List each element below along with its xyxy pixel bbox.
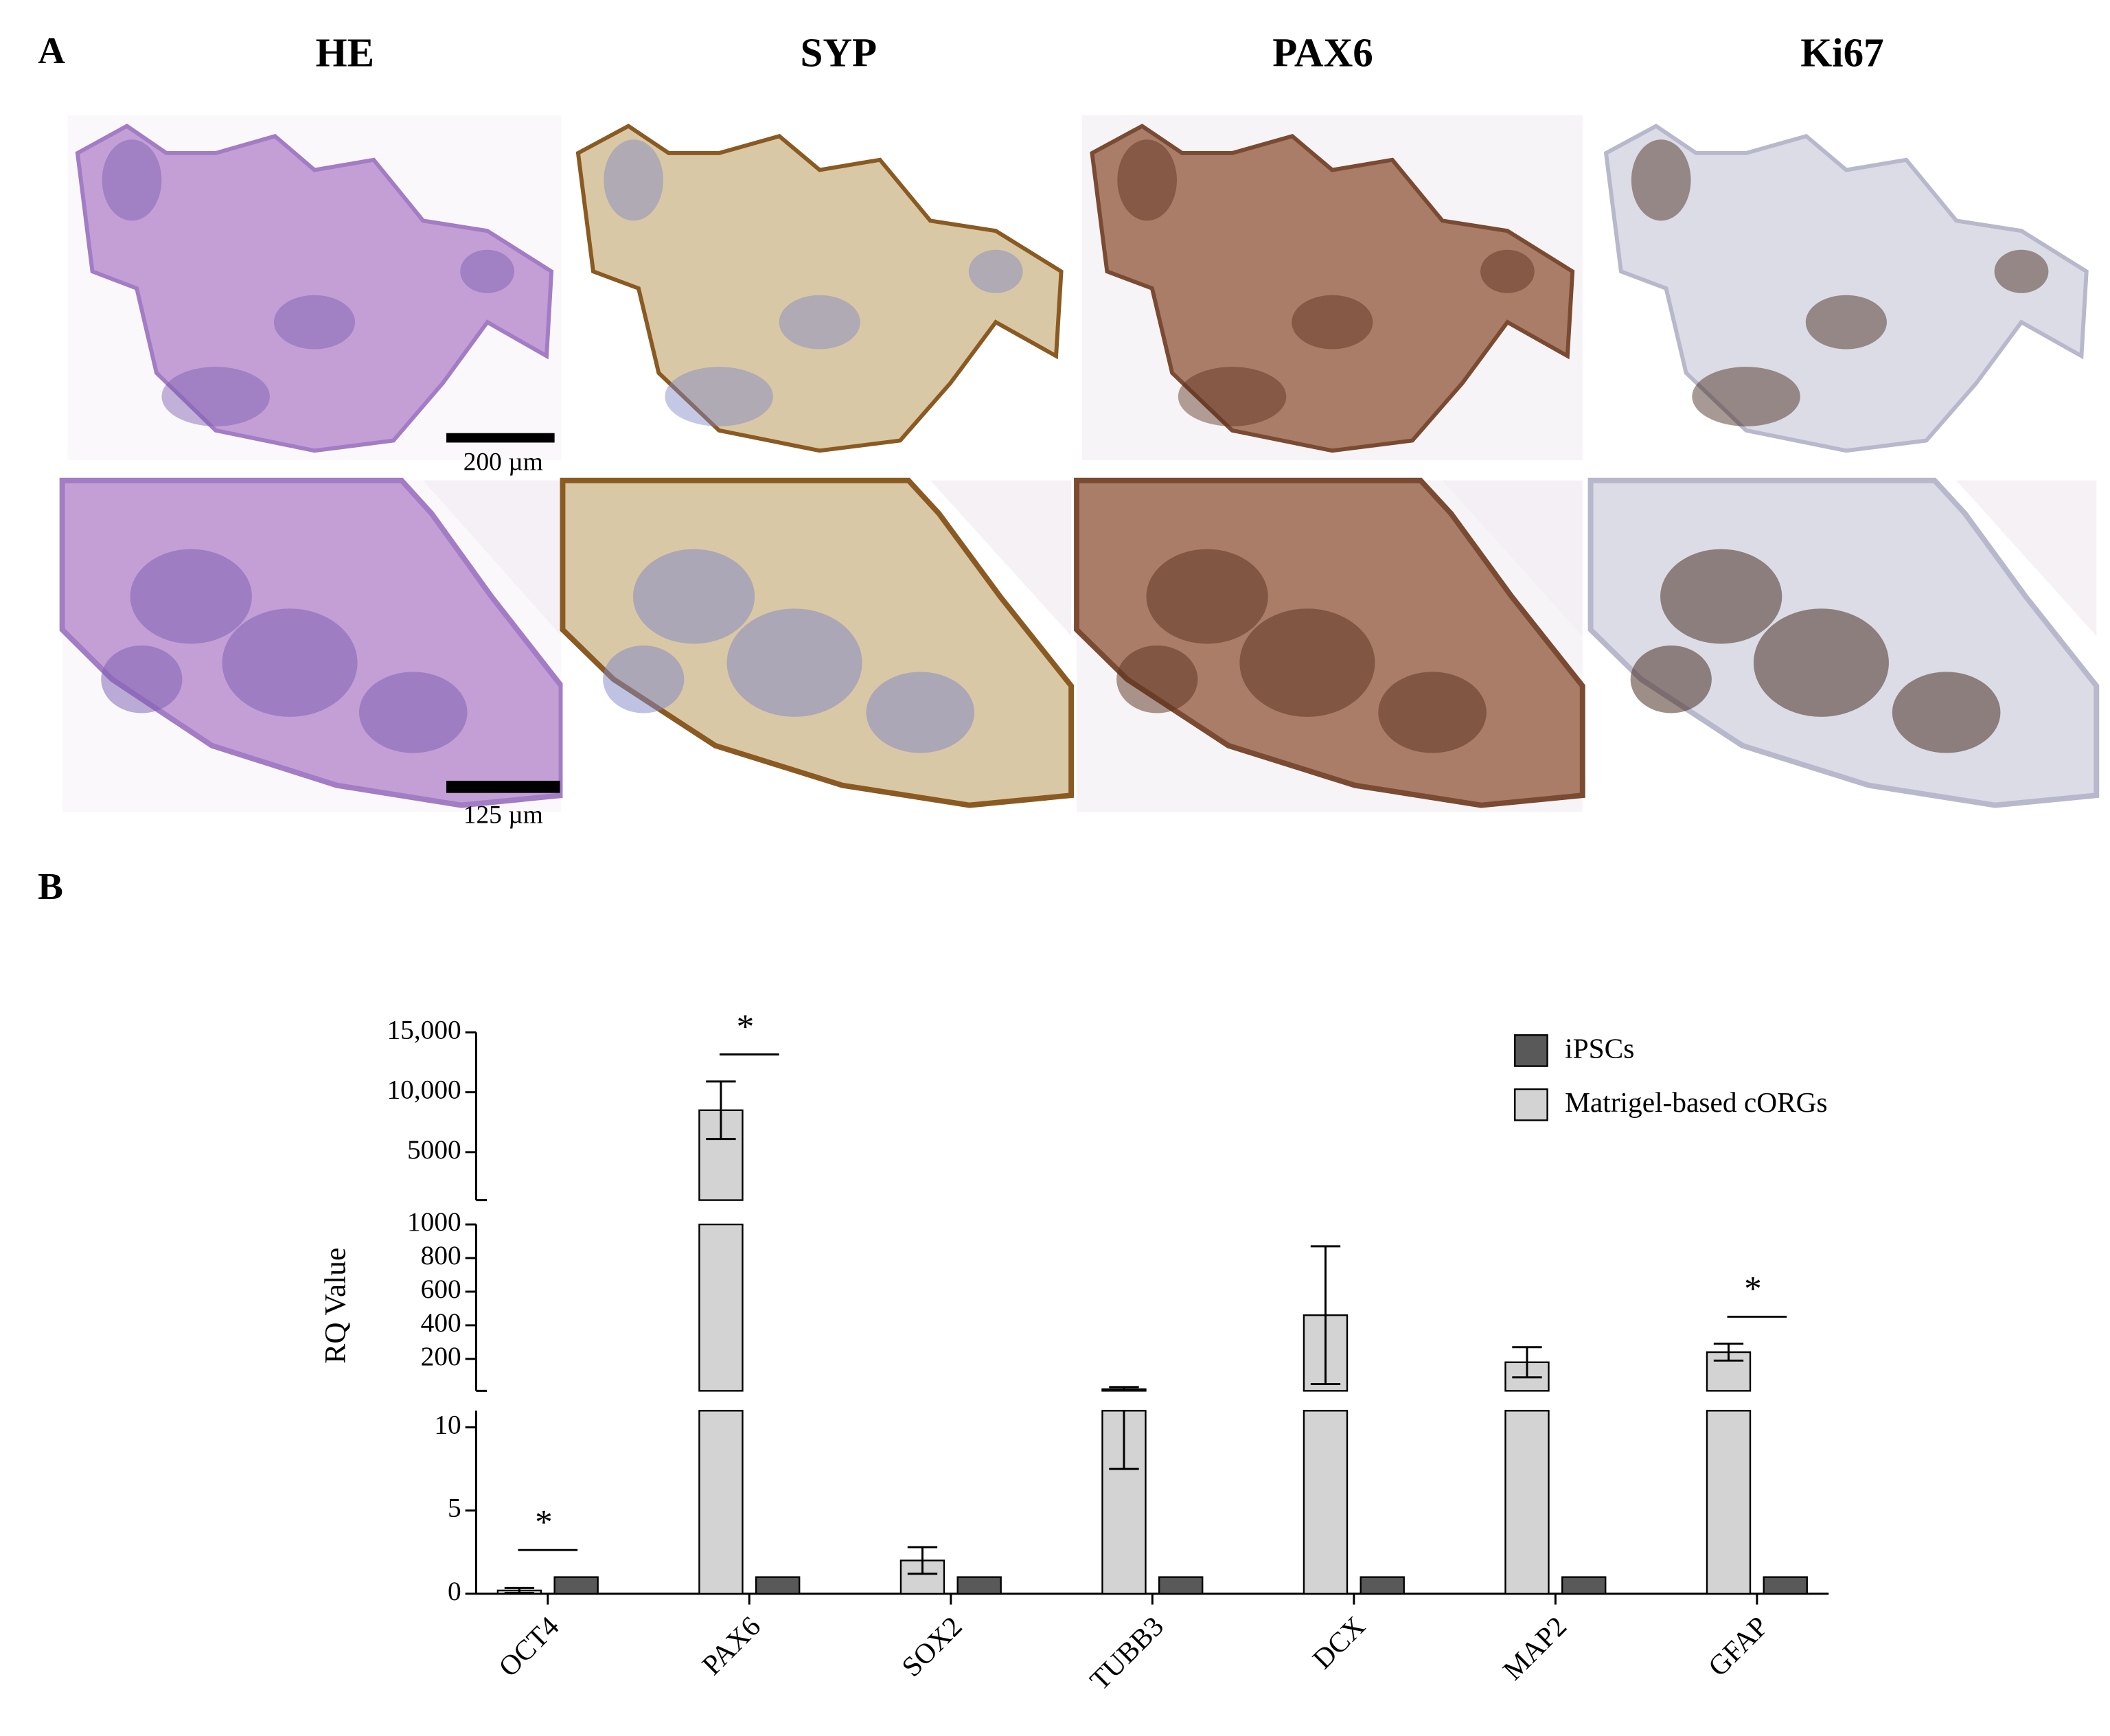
- tissue-region: [1660, 549, 1782, 644]
- y-tick-label: 800: [421, 1240, 461, 1270]
- tissue-region: [1805, 295, 1887, 350]
- significance-marker: *: [1744, 1270, 1762, 1309]
- tissue-region: [1480, 249, 1535, 293]
- tissue-region: [1753, 608, 1889, 717]
- tissue-region: [222, 608, 358, 717]
- tissue-region: [1378, 672, 1487, 753]
- bar: [1706, 1410, 1752, 1595]
- bar: [1303, 1410, 1349, 1595]
- tissue-region: [1178, 367, 1287, 426]
- significance-marker: *: [535, 1503, 553, 1542]
- scale-bar: [446, 780, 560, 793]
- column-title: HE: [316, 30, 374, 76]
- tissue-region: [359, 672, 468, 753]
- tissue-section: [575, 124, 1064, 453]
- y-tick-label: 5000: [407, 1134, 461, 1165]
- tissue-region: [665, 367, 773, 426]
- legend-label: iPSCs: [1565, 1032, 1634, 1064]
- y-tick-label: 0: [448, 1576, 461, 1606]
- tissue-region: [779, 295, 860, 350]
- tissue-region: [1892, 672, 2001, 753]
- bar: [1504, 1410, 1550, 1595]
- y-tick-label: 200: [421, 1341, 461, 1371]
- y-tick-label: 400: [421, 1307, 461, 1338]
- bar: [1561, 1576, 1607, 1595]
- y-tick-label: 600: [421, 1274, 461, 1304]
- tissue-region: [1292, 295, 1373, 350]
- panel-label: B: [38, 865, 63, 907]
- legend-swatch: [1514, 1088, 1548, 1121]
- x-tick-label: PAX6: [696, 1610, 766, 1681]
- tissue-section: [1603, 124, 2089, 453]
- tissue-region: [1630, 645, 1712, 713]
- tissue-region: [460, 249, 515, 293]
- tissue-section: [75, 124, 554, 453]
- y-axis-label: RQ Value: [319, 1248, 352, 1364]
- scale-bar: [446, 433, 555, 443]
- tissue-region: [102, 139, 162, 221]
- tissue-region: [130, 549, 252, 644]
- tissue-region: [1692, 367, 1800, 426]
- y-tick-label: 10: [434, 1410, 461, 1440]
- y-tick-label: 10,000: [387, 1075, 461, 1105]
- column-title: Ki67: [1800, 30, 1883, 76]
- legend-swatch: [1514, 1034, 1548, 1067]
- bar: [956, 1576, 1002, 1595]
- tissue-region: [101, 645, 183, 713]
- significance-marker: *: [737, 1007, 755, 1047]
- bar: [1360, 1576, 1405, 1595]
- bar: [755, 1576, 801, 1595]
- bar: [698, 1410, 744, 1595]
- tissue-region: [604, 139, 663, 221]
- tissue-region: [1631, 139, 1691, 221]
- micrographs: [59, 115, 2100, 812]
- tissue-region: [273, 295, 356, 350]
- stroma: [930, 480, 1072, 637]
- panel-label: A: [38, 30, 65, 71]
- tissue-region: [603, 645, 685, 713]
- legend-label: Matrigel-based cORGs: [1565, 1086, 1827, 1118]
- tissue-section: [1090, 124, 1575, 453]
- x-tick-label: DCX: [1306, 1610, 1371, 1675]
- column-title: PAX6: [1272, 30, 1373, 76]
- tissue-region: [1116, 645, 1198, 713]
- tissue-region: [161, 367, 270, 426]
- column-title: SYP: [801, 30, 878, 76]
- bar: [1158, 1576, 1204, 1595]
- tissue-region: [968, 249, 1023, 293]
- tissue-region: [866, 672, 975, 753]
- y-tick-label: 1000: [407, 1207, 461, 1237]
- scale-bar-label: 125 µm: [463, 801, 543, 830]
- y-tick-label: 5: [448, 1493, 461, 1523]
- x-tick-label: SOX2: [895, 1610, 968, 1683]
- tissue-region: [1146, 549, 1268, 644]
- x-tick-label: MAP2: [1497, 1610, 1573, 1687]
- y-tick-label: 15,000: [387, 1014, 461, 1044]
- tissue-region: [1994, 249, 2049, 293]
- tissue-region: [632, 549, 755, 644]
- x-tick-label: OCT4: [492, 1610, 565, 1682]
- tissue-region: [1117, 139, 1177, 221]
- tissue-region: [726, 608, 862, 717]
- bar: [553, 1576, 599, 1595]
- scale-bar-label: 200 µm: [463, 448, 543, 477]
- tissue-region: [1239, 608, 1375, 717]
- x-tick-label: GFAP: [1702, 1610, 1774, 1682]
- bar: [1763, 1576, 1808, 1595]
- x-tick-label: TUBB3: [1083, 1610, 1169, 1696]
- bar: [698, 1223, 744, 1392]
